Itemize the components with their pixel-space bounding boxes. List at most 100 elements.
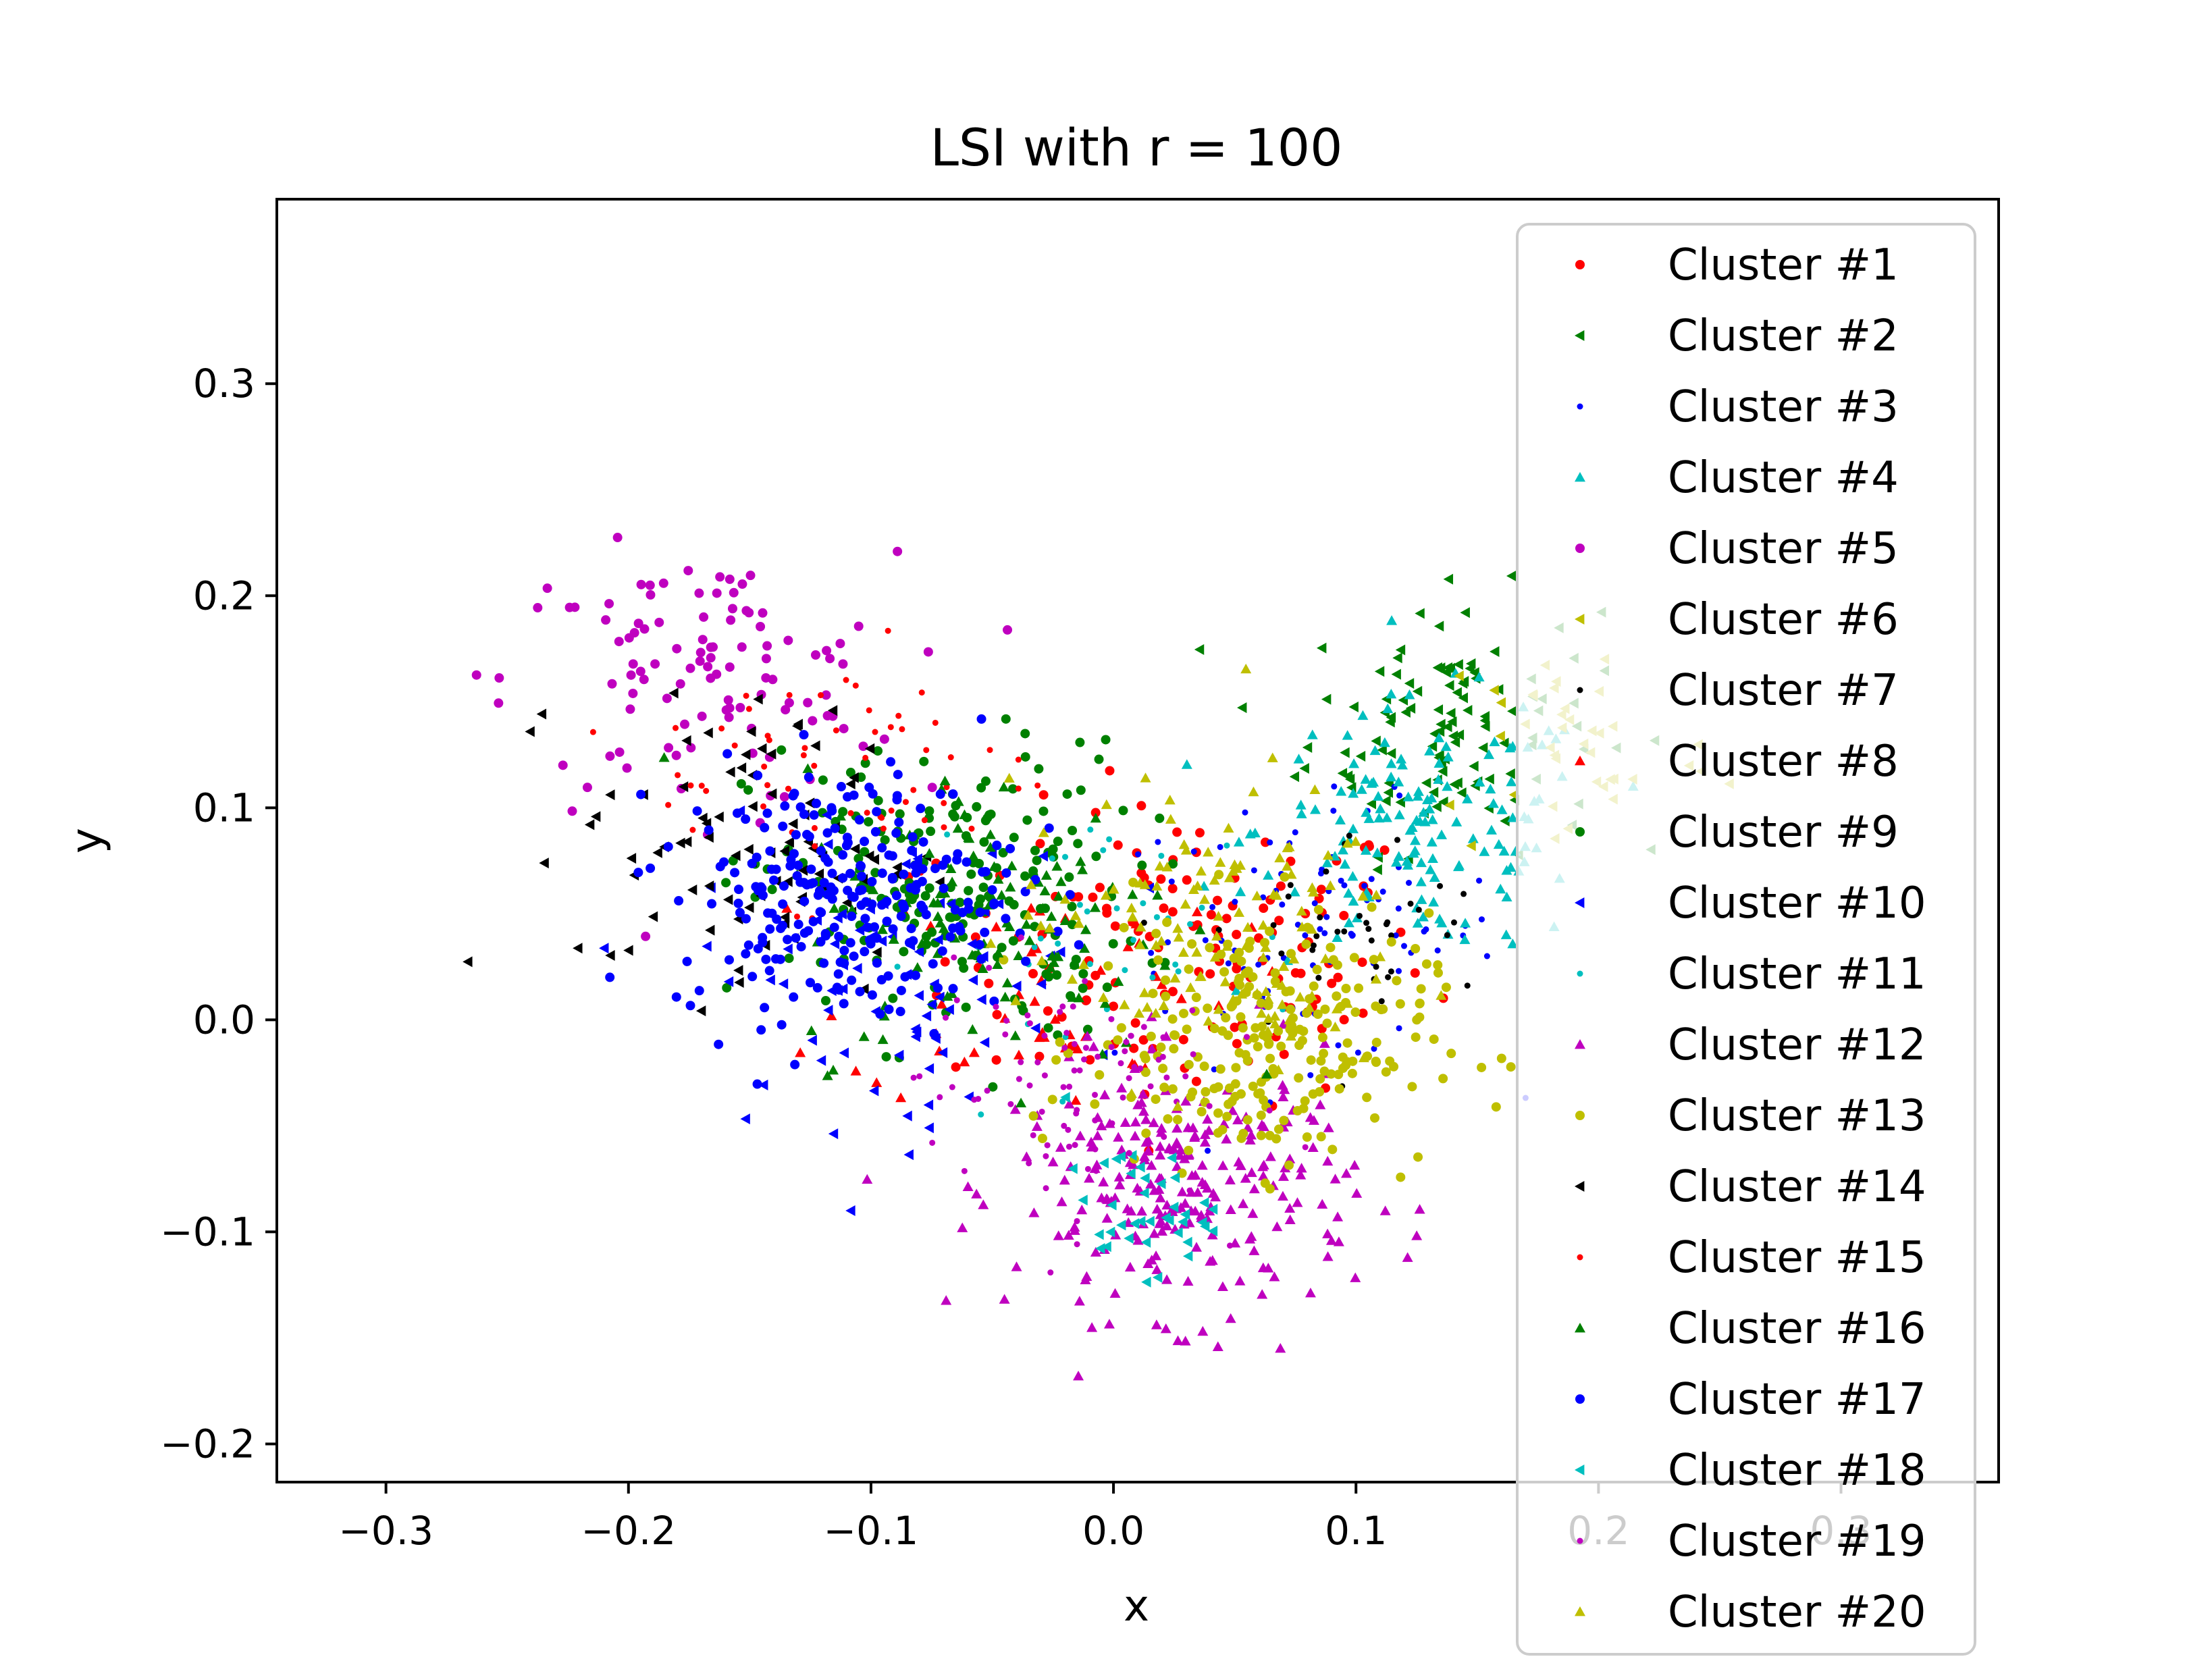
data-point bbox=[1030, 1132, 1036, 1138]
data-point bbox=[1248, 1245, 1260, 1255]
data-point bbox=[945, 912, 955, 922]
data-point bbox=[1061, 1045, 1068, 1051]
data-point bbox=[1288, 953, 1300, 964]
data-point bbox=[1444, 932, 1450, 939]
data-point bbox=[1038, 1108, 1045, 1115]
data-point bbox=[779, 881, 789, 891]
data-point bbox=[1239, 986, 1250, 996]
data-point bbox=[1271, 978, 1282, 989]
data-point bbox=[914, 946, 924, 957]
data-point bbox=[628, 659, 638, 669]
legend-label: Cluster #18 bbox=[1668, 1446, 1926, 1496]
data-point bbox=[766, 864, 776, 874]
data-point bbox=[1196, 1107, 1207, 1117]
data-point bbox=[1386, 688, 1397, 699]
data-point bbox=[957, 1222, 968, 1232]
data-point bbox=[1392, 976, 1402, 986]
data-point bbox=[1057, 1009, 1063, 1016]
data-point bbox=[910, 860, 920, 870]
data-point bbox=[1278, 1091, 1289, 1102]
data-point bbox=[1168, 878, 1175, 885]
data-point bbox=[692, 806, 702, 816]
data-point bbox=[765, 846, 775, 856]
data-point bbox=[605, 950, 615, 962]
data-point bbox=[839, 1047, 849, 1059]
data-point bbox=[868, 789, 878, 799]
data-point bbox=[1160, 1323, 1171, 1334]
data-point bbox=[1305, 1288, 1316, 1298]
data-point bbox=[1246, 1167, 1257, 1178]
series-5 bbox=[471, 533, 1013, 941]
data-point bbox=[1203, 1016, 1214, 1026]
data-point bbox=[1417, 912, 1429, 922]
data-point bbox=[1244, 1134, 1256, 1144]
data-point bbox=[1173, 932, 1184, 942]
data-point bbox=[1182, 1250, 1193, 1262]
data-point bbox=[1477, 1062, 1487, 1072]
data-point bbox=[1158, 852, 1165, 859]
data-point bbox=[872, 807, 882, 817]
data-point bbox=[1279, 901, 1286, 908]
data-point bbox=[895, 1007, 905, 1017]
data-point bbox=[1275, 881, 1286, 891]
data-point bbox=[1395, 905, 1402, 912]
data-point bbox=[1225, 1083, 1235, 1093]
data-point bbox=[895, 712, 902, 719]
data-point bbox=[1268, 889, 1280, 899]
data-point bbox=[1246, 1130, 1257, 1140]
data-point bbox=[1021, 956, 1031, 966]
data-point bbox=[1191, 993, 1201, 1003]
data-point bbox=[1009, 1104, 1021, 1114]
y-tick-label: −0.1 bbox=[160, 1209, 255, 1255]
data-point bbox=[1294, 1073, 1304, 1083]
data-point bbox=[1396, 1172, 1406, 1182]
data-point bbox=[1087, 826, 1094, 833]
data-point bbox=[1444, 680, 1454, 691]
data-point bbox=[725, 574, 735, 584]
data-point bbox=[1409, 845, 1421, 855]
data-point bbox=[1074, 1130, 1086, 1140]
data-point bbox=[1015, 785, 1022, 792]
data-point bbox=[1278, 950, 1285, 957]
data-point bbox=[1373, 791, 1384, 801]
data-point bbox=[1357, 710, 1369, 720]
data-point bbox=[888, 924, 898, 934]
data-point bbox=[1273, 1124, 1284, 1134]
legend-label: Cluster #4 bbox=[1668, 453, 1899, 503]
data-point bbox=[1264, 1039, 1274, 1049]
data-point bbox=[1474, 776, 1485, 787]
data-point bbox=[731, 850, 741, 862]
data-point bbox=[864, 743, 875, 754]
data-point bbox=[1391, 857, 1402, 867]
data-point bbox=[838, 873, 848, 883]
data-point bbox=[1013, 1049, 1024, 1059]
data-point bbox=[891, 828, 901, 838]
data-point bbox=[1130, 937, 1137, 943]
data-point bbox=[1261, 837, 1271, 847]
data-point bbox=[1437, 883, 1444, 889]
data-point bbox=[947, 876, 958, 887]
data-point bbox=[626, 853, 637, 864]
data-point bbox=[1141, 1128, 1151, 1138]
data-point bbox=[1140, 1024, 1147, 1030]
data-point bbox=[1304, 1002, 1315, 1012]
data-point bbox=[1184, 1059, 1194, 1070]
data-point bbox=[937, 1047, 948, 1058]
data-point bbox=[1047, 1269, 1054, 1276]
data-point bbox=[1371, 847, 1383, 858]
data-point bbox=[1136, 868, 1147, 878]
data-point bbox=[997, 943, 1007, 953]
data-point bbox=[1342, 837, 1353, 848]
data-point bbox=[1026, 903, 1037, 913]
data-point bbox=[1217, 1026, 1228, 1036]
data-point bbox=[1213, 1128, 1223, 1138]
data-point bbox=[1127, 912, 1138, 922]
data-point bbox=[730, 868, 740, 878]
data-point bbox=[1289, 887, 1300, 897]
data-point bbox=[933, 983, 943, 993]
data-point bbox=[1199, 1061, 1209, 1072]
data-point bbox=[991, 921, 1002, 932]
data-point bbox=[1384, 919, 1391, 926]
data-point bbox=[928, 897, 939, 907]
data-point bbox=[985, 938, 997, 948]
